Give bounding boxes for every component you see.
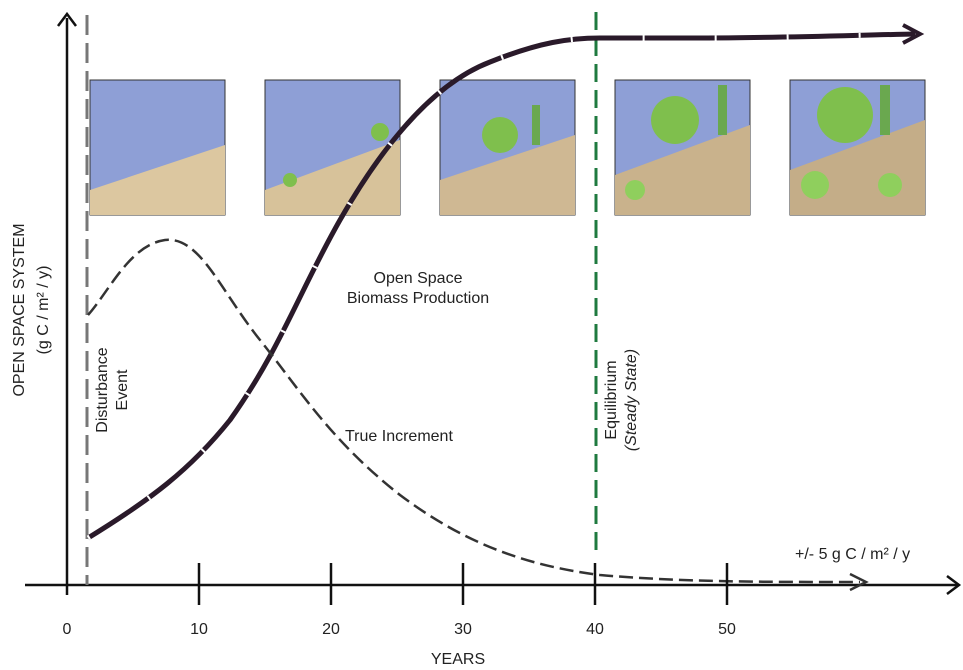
disturbance-label: Event [114, 369, 131, 410]
diagram: OPEN SPACE SYSTEM (g C / m² / y) YEARS D… [0, 0, 963, 670]
biomass-label: Open Space [374, 270, 463, 287]
x-tick-label: 0 [63, 621, 72, 638]
x-tick-label: 40 [586, 621, 604, 638]
panel [440, 80, 575, 215]
x-label: YEARS [431, 651, 485, 668]
y-unit: (g C / m² / y) [35, 266, 52, 355]
increment-label: True Increment [345, 428, 453, 445]
equilibrium-label: Equilibrium [603, 360, 620, 439]
panel [790, 80, 925, 215]
disturbance-label: Disturbance [94, 347, 111, 432]
x-tick-label: 30 [454, 621, 472, 638]
x-tick-label: 20 [322, 621, 340, 638]
x-tick-label: 10 [190, 621, 208, 638]
biomass-label: Biomass Production [347, 290, 489, 307]
equilibrium-label: (Steady State) [623, 349, 640, 451]
panel [90, 80, 225, 215]
tolerance-label: +/- 5 g C / m² / y [795, 546, 910, 563]
panel [265, 80, 400, 215]
succession-panels [90, 80, 925, 215]
y-label: OPEN SPACE SYSTEM [11, 223, 28, 396]
x-tick-label: 50 [718, 621, 736, 638]
page: OPEN SPACE SYSTEM (g C / m² / y) YEARS D… [0, 0, 963, 670]
panel [615, 80, 750, 215]
